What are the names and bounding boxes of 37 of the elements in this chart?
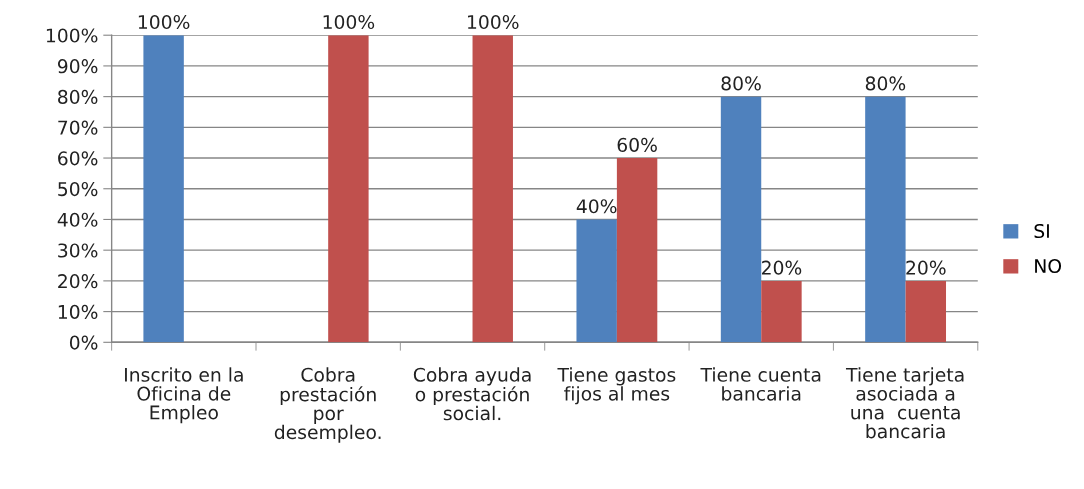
bar xyxy=(616,158,658,343)
y-tick-label: 80% xyxy=(58,89,98,105)
x-tick-label: Tiene cuenta bancaria xyxy=(700,367,821,401)
data-label: 100% xyxy=(468,14,519,30)
bar xyxy=(328,35,369,343)
data-label: 60% xyxy=(617,137,657,152)
y-tick-label: 10% xyxy=(58,304,98,319)
y-tick-label: 50% xyxy=(58,181,98,197)
data-label: 100% xyxy=(138,14,190,30)
bar xyxy=(143,35,184,343)
data-label: 40% xyxy=(576,199,617,214)
y-tick-label: 90% xyxy=(57,59,98,74)
y-tick-label: 70% xyxy=(58,120,98,135)
x-tick-label: Inscrito en la Oficina de Empleo xyxy=(125,367,243,424)
bar xyxy=(761,280,802,343)
data-label: 100% xyxy=(323,14,375,30)
y-tick-label: 40% xyxy=(57,212,98,227)
x-tick-label: Cobra prestación por desempleo. xyxy=(274,367,381,443)
data-label: 80% xyxy=(865,76,906,91)
legend-label: SI xyxy=(1034,223,1049,239)
data-label: 80% xyxy=(721,76,761,91)
x-tick-label: Tiene tarjeta asociada a una cuenta bancaria xyxy=(845,367,964,439)
y-tick-label: 100% xyxy=(46,28,98,43)
y-tick-label: 20% xyxy=(58,274,98,289)
bar xyxy=(720,96,762,343)
data-label: 20% xyxy=(761,260,802,275)
legend-label: NO xyxy=(1035,258,1062,274)
bar xyxy=(905,280,947,343)
x-tick-label: Cobra ayuda o prestación social. xyxy=(413,367,531,421)
y-tick-label: 0% xyxy=(69,335,98,350)
bar xyxy=(472,35,513,343)
y-tick-label: 60% xyxy=(58,151,98,166)
data-label: 20% xyxy=(906,260,946,275)
y-tick-label: 30% xyxy=(58,243,98,258)
x-tick-label: Tiene gastos fijos al mes xyxy=(557,367,676,405)
bar xyxy=(576,219,617,343)
bar xyxy=(865,96,906,343)
